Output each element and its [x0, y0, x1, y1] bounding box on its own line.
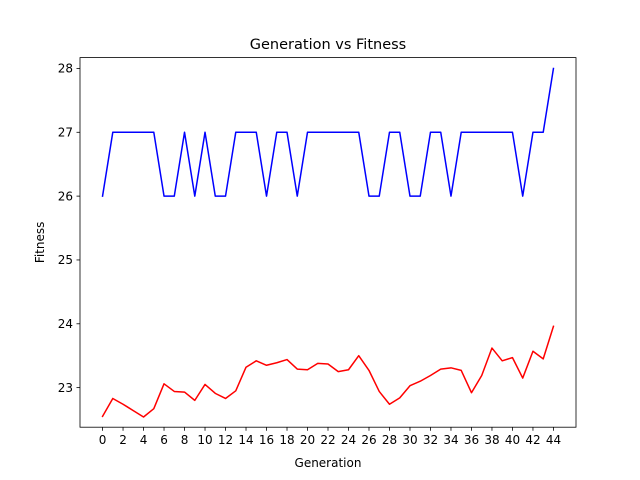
series-line-1	[101, 67, 555, 197]
x-tick-label: 10	[197, 433, 212, 447]
x-tick-label: 12	[218, 433, 233, 447]
x-tick-label: 8	[181, 433, 189, 447]
x-tick-label: 0	[99, 433, 107, 447]
x-tick-label: 26	[361, 433, 376, 447]
x-tick-label: 36	[464, 433, 479, 447]
x-tick-label: 2	[119, 433, 127, 447]
x-tick-label: 28	[382, 433, 397, 447]
y-tick-label: 24	[58, 317, 73, 331]
x-tick-label: 34	[443, 433, 458, 447]
y-tick-label: 25	[58, 253, 73, 267]
y-axis-ticks: 23 24 25 26 27 28	[58, 62, 80, 395]
x-axis-label: Generation	[295, 456, 362, 470]
y-tick-label: 26	[58, 189, 73, 203]
x-tick-label: 32	[423, 433, 438, 447]
x-tick-label: 24	[341, 433, 356, 447]
x-tick-label: 22	[320, 433, 335, 447]
series-layer	[101, 67, 555, 418]
x-tick-label: 6	[160, 433, 168, 447]
series-line-2	[101, 325, 555, 418]
x-tick-label: 16	[259, 433, 274, 447]
x-tick-label: 38	[484, 433, 499, 447]
x-axis-ticks: 0 2 4 6 8 10 12 14 16 18 20 22 24 26 28 30 32 34 36 38 40 42 4…	[99, 427, 561, 447]
x-tick-label: 4	[140, 433, 148, 447]
x-tick-label: 14	[238, 433, 253, 447]
y-tick-label: 28	[58, 62, 73, 76]
y-tick-label: 23	[58, 381, 73, 395]
x-tick-label: 44	[546, 433, 561, 447]
y-axis-label: Fitness	[33, 222, 47, 264]
x-tick-label: 18	[279, 433, 294, 447]
y-tick-label: 27	[58, 125, 73, 139]
x-tick-label: 20	[300, 433, 315, 447]
x-tick-label: 40	[505, 433, 520, 447]
chart-title: Generation vs Fitness	[250, 37, 406, 53]
x-tick-label: 30	[402, 433, 417, 447]
x-tick-label: 42	[525, 433, 540, 447]
plot-area	[80, 57, 576, 428]
